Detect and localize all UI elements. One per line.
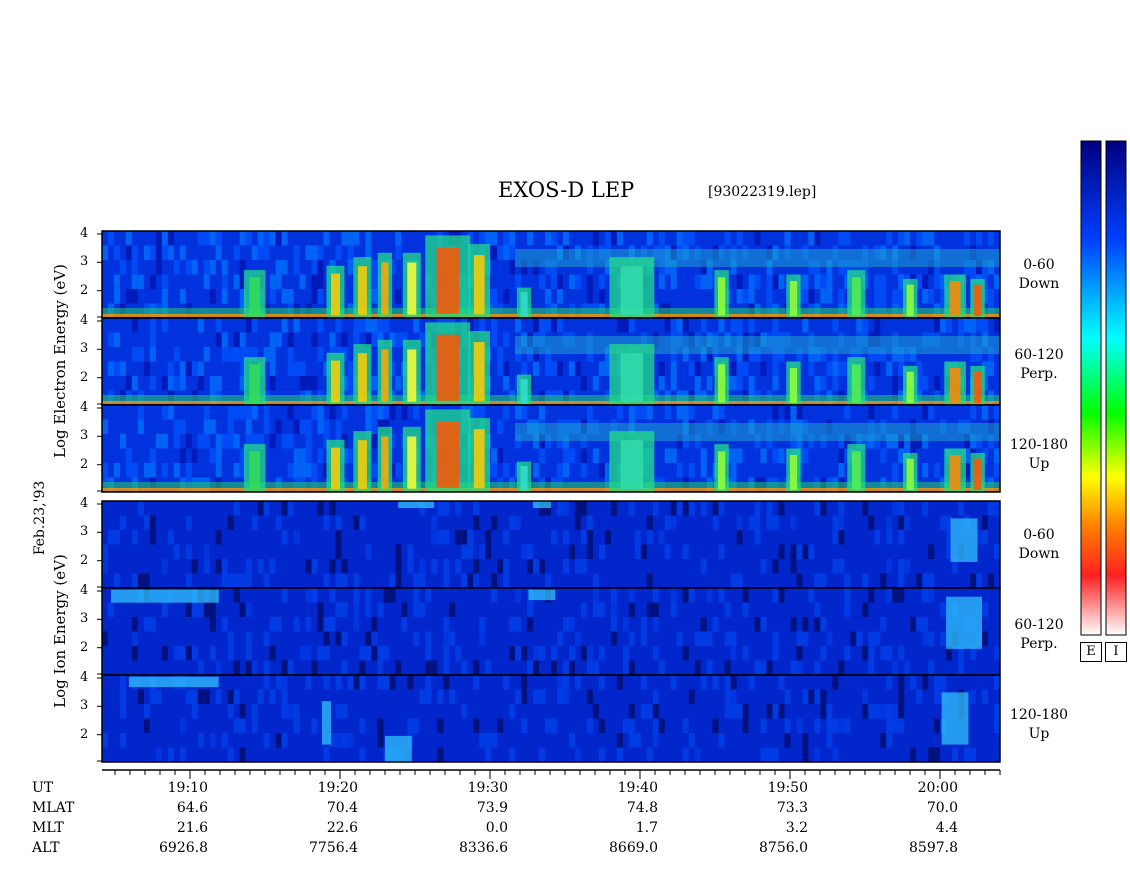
axis-row-value: 73.9	[476, 800, 508, 816]
axis-row-value: 19:40	[617, 780, 658, 796]
axis-row-value: 20:00	[917, 780, 958, 796]
panel-ion-perp	[101, 587, 1001, 676]
axis-row-value: 7756.4	[309, 840, 358, 856]
axis-row-value: 74.8	[626, 800, 658, 816]
y-tick-label: 2	[80, 552, 89, 568]
colorbar-ion	[1105, 140, 1127, 636]
panel-electron-up	[101, 404, 1001, 493]
ion-ylabel: Log Ion Energy (eV)	[51, 554, 69, 708]
axis-row-value: 8669.0	[609, 840, 658, 856]
y-tick-label: 2	[80, 282, 89, 298]
axes	[97, 233, 1001, 779]
axis-row-value: 19:10	[167, 780, 208, 796]
y-tick-label: 3	[80, 698, 89, 714]
y-tick-label: 4	[80, 496, 89, 511]
y-tick-label: 3	[80, 341, 89, 357]
axis-row-label: MLT	[32, 820, 64, 836]
y-tick-label: 3	[80, 254, 89, 270]
chart-title: EXOS-D LEP	[498, 178, 635, 202]
spectrogram-panels	[101, 230, 1001, 763]
axis-row-value: 19:20	[317, 780, 358, 796]
date-label: Feb.23,'93	[32, 480, 48, 556]
panel-ion-down	[101, 500, 1001, 589]
chart-subtitle: [93022319.lep]	[708, 184, 817, 200]
y-tick-label: 4	[80, 400, 89, 415]
axis-row-value: 8597.8	[909, 840, 958, 856]
y-tick-label: 3	[80, 428, 89, 444]
colorbar-label-e: E	[1080, 642, 1102, 662]
axis-row-value: 19:30	[467, 780, 508, 796]
y-tick-label: 4	[80, 313, 89, 328]
panel-ion-up	[101, 674, 1001, 763]
y-tick-label: 2	[80, 369, 89, 385]
axis-row-label: ALT	[32, 840, 60, 856]
y-tick-label: 4	[80, 226, 89, 241]
axis-row-label: UT	[32, 780, 54, 796]
axis-row-value: 73.3	[776, 800, 808, 816]
axis-row-value: 3.2	[785, 820, 808, 836]
axis-row-value: 0.0	[485, 820, 508, 836]
axis-row-value: 70.4	[326, 800, 358, 816]
panel-label-i-perp: 60-120 Perp.	[1014, 617, 1064, 652]
colorbar-electron	[1080, 140, 1102, 636]
y-tick-label: 3	[80, 524, 89, 540]
y-tick-label: 2	[80, 726, 89, 742]
panel-label-i-up: 120-180 Up	[1009, 707, 1069, 742]
axis-row-label: MLAT	[32, 800, 75, 816]
panel-electron-perp	[101, 317, 1001, 406]
y-tick-label: 2	[80, 456, 89, 472]
axis-row-value: 4.4	[935, 820, 958, 836]
axis-row-value: 1.7	[635, 820, 658, 836]
axis-row-value: 19:50	[767, 780, 808, 796]
axis-row-value: 6926.8	[159, 840, 208, 856]
axis-row-value: 8756.0	[759, 840, 808, 856]
axis-row-value: 64.6	[176, 800, 208, 816]
axis-row-value: 21.6	[176, 820, 208, 836]
axis-row-value: 8336.6	[459, 840, 508, 856]
y-tick-label: 2	[80, 639, 89, 655]
panel-label-e-up: 120-180 Up	[1009, 437, 1069, 472]
y-tick-label: 4	[80, 670, 89, 685]
axis-row-value: 70.0	[926, 800, 958, 816]
electron-ylabel: Log Electron Energy (eV)	[51, 264, 69, 458]
y-tick-label: 3	[80, 611, 89, 627]
panel-label-e-down: 0-60 Down	[1018, 257, 1060, 292]
panel-label-i-down: 0-60 Down	[1018, 527, 1060, 562]
panel-electron-down	[101, 230, 1001, 319]
y-tick-label: 4	[80, 583, 89, 598]
colorbar-label-i: I	[1105, 642, 1127, 662]
panel-label-e-perp: 60-120 Perp.	[1014, 347, 1064, 382]
axis-row-value: 22.6	[326, 820, 358, 836]
